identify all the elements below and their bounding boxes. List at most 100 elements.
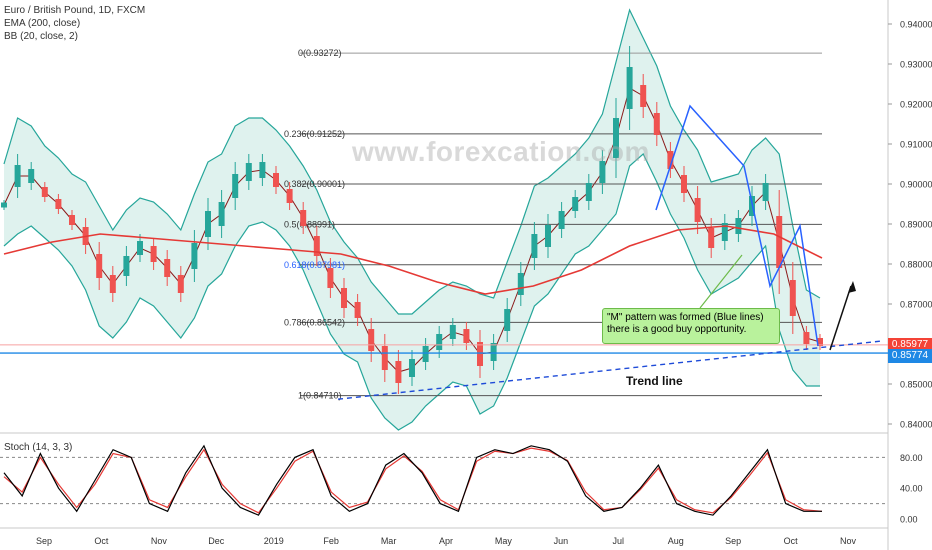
candle-body [463,329,470,343]
x-tick-label: 2019 [264,536,284,546]
y-tick-label: 0.91000 [900,140,932,150]
candle-body [286,189,293,203]
candle-body [477,342,483,366]
candle-body [55,199,62,209]
y-tick-label: 0.88000 [900,260,932,270]
ema-200-line [3,225,823,295]
fib-label: 0(0.93272) [298,48,342,58]
watermark: www.forexcation.com [352,136,650,167]
candle-body [109,275,116,293]
x-tick-label: Apr [439,536,453,546]
x-tick-label: Sep [36,536,52,546]
candle-body [626,67,633,109]
candle-body [381,346,388,370]
candle-body [613,118,619,158]
fib-label: 0.382(0.90001) [284,179,345,189]
callout-line-1: "M" pattern was formed (Blue lines) [607,312,764,323]
last-price-tag: 0.85977 [888,337,932,352]
candle-body [762,183,769,201]
trend-line-label: Trend line [626,374,683,388]
callout-line-2: there is a good buy opportunity. [607,324,747,335]
y-tick-label: 0.94000 [900,20,932,30]
candle-body [14,165,21,187]
candle-body [205,211,211,237]
candle-body [585,183,592,201]
candle-body [218,202,225,226]
candle-body [150,246,157,262]
x-tick-label: Oct [784,536,799,546]
y-tick-label: 0.90000 [900,180,932,190]
fib-label: 1(0.84710) [298,391,342,401]
candle-body [681,175,687,193]
candle-body [558,211,565,229]
candle-body [708,228,715,248]
bollinger-upper [3,8,821,315]
legend-bb[interactable]: BB (20, close, 2) [4,31,78,42]
stoch-tick-label: 0.00 [900,515,918,525]
candle-body [69,215,75,225]
candle-body [694,198,701,222]
candle-body [735,218,742,234]
candle-body [368,329,375,351]
fib-label: 0.618(0.87981) [284,260,345,270]
trend-line [337,340,881,400]
candle-body [164,259,171,277]
candle-body [531,234,538,258]
x-tick-label: Feb [323,536,339,546]
x-tick-label: Jun [554,536,569,546]
candle-body [545,225,551,247]
candle-body [177,275,184,293]
candle-body [721,223,728,241]
candle-body [504,309,511,331]
candle-body [789,280,796,316]
y-tick-label: 0.85000 [900,380,932,390]
candle-body [273,173,279,187]
x-tick-label: Dec [208,536,225,546]
candle-body [245,163,252,181]
candle-body [817,338,823,346]
x-tick-label: Aug [668,536,684,546]
candle-body [123,256,130,276]
candle-body [517,273,524,295]
candle-body [41,187,48,197]
stoch-legend[interactable]: Stoch (14, 3, 3) [4,442,73,453]
candle-body [341,288,347,308]
candle-body [300,210,307,226]
y-tick-label: 0.92000 [900,100,932,110]
candle-body [490,343,497,361]
bollinger-lower [3,153,820,431]
callout-pointer [699,254,743,309]
x-tick-label: Jul [613,536,625,546]
m-pattern-line [655,104,819,347]
y-tick-label: 0.93000 [900,60,932,70]
candle-body [776,216,783,268]
candle-body [313,236,320,256]
candle-body [232,174,239,198]
candle-body [96,254,103,278]
legend-ema[interactable]: EMA (200, close) [4,18,81,29]
candle-body [422,346,429,362]
x-tick-label: Nov [151,536,168,546]
up-arrow-head [848,281,856,293]
x-tick-label: Mar [381,536,397,546]
x-tick-label: May [495,536,513,546]
stoch-tick-label: 40.00 [900,484,923,494]
x-tick-label: Nov [840,536,857,546]
up-arrow-shaft [829,285,852,351]
candle-body [803,332,810,344]
y-tick-label: 0.89000 [900,220,932,230]
x-tick-label: Sep [725,536,741,546]
candle-body [640,85,647,107]
candle-body [599,161,606,183]
fib-label: 0.786(0.86542) [284,317,345,327]
stoch-k-line [3,444,822,516]
candle-body [28,169,35,183]
candle-body [409,359,415,377]
candle-body [572,197,579,211]
candle-body [449,325,456,339]
legend-symbol[interactable]: Euro / British Pound, 1D, FXCM [4,5,146,16]
candle-body [436,334,443,350]
fib-label: 0.5(0.88991) [284,219,335,229]
